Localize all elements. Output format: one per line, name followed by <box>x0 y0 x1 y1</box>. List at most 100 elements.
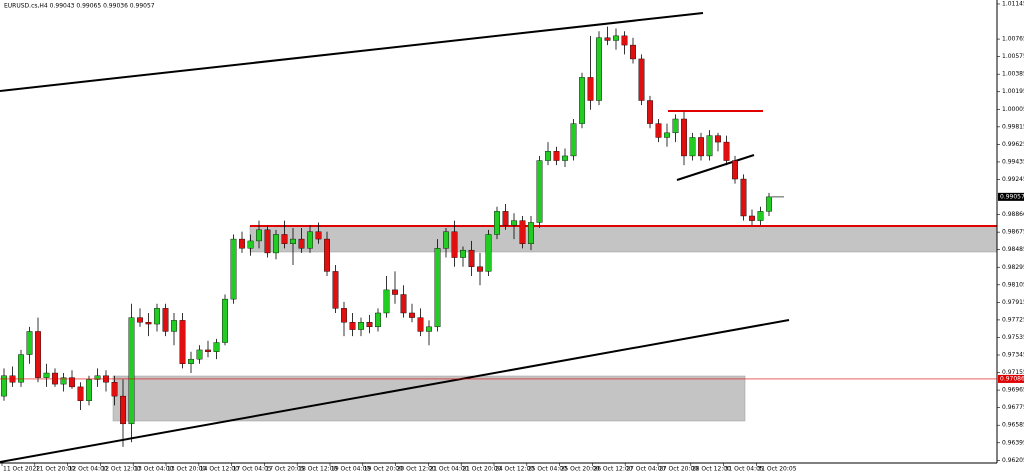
candle-body <box>723 141 730 161</box>
x-tick-label: 21 Oct 20:00 <box>462 466 501 473</box>
candle-body <box>239 238 245 249</box>
candle-body <box>715 135 721 143</box>
candle-body <box>383 289 390 314</box>
candle-body <box>689 137 696 157</box>
y-tick-label: 1.00575 <box>1002 53 1024 60</box>
candle-body <box>256 229 262 242</box>
y-tick-label: 0.96775 <box>1002 404 1024 411</box>
x-tick-label: 12 Oct 12:00 <box>101 466 140 473</box>
x-tick-label: 12 Oct 04:00 <box>69 466 108 473</box>
candle-body <box>307 231 313 249</box>
candle-body <box>358 322 364 330</box>
candle-body <box>111 382 118 397</box>
y-tick-label: 1.00195 <box>1002 88 1024 95</box>
candle-body <box>740 178 747 217</box>
x-tick-label: 11 Oct 2022 <box>3 466 40 473</box>
candle-body <box>332 271 339 309</box>
y-tick-label: 0.97915 <box>1002 299 1024 306</box>
y-tick-label: 0.99245 <box>1002 176 1024 183</box>
candle-body <box>647 100 653 124</box>
candle-body <box>655 123 662 138</box>
x-tick-label: 17 Oct 20:05 <box>265 466 304 473</box>
y-tick-label: 1.00385 <box>1002 71 1024 78</box>
x-tick-label: 19 Oct 20:00 <box>364 466 403 473</box>
candle-body <box>290 238 296 244</box>
candle-body <box>460 249 466 258</box>
candle-body <box>400 294 407 314</box>
candle-body <box>426 326 432 332</box>
y-tick-label: 0.96395 <box>1002 439 1024 446</box>
candle-body <box>205 349 211 352</box>
candle-body <box>281 234 288 244</box>
candle-body <box>545 151 551 161</box>
y-tick-label: 0.96205 <box>1002 457 1024 464</box>
x-tick-label: 17 Oct 04:05 <box>233 466 272 473</box>
candle-body <box>638 58 645 101</box>
y-tick-label: 0.99435 <box>1002 158 1024 165</box>
candle-body <box>247 240 254 249</box>
candle-body <box>732 160 738 180</box>
x-tick-label: 18 Oct 12:00 <box>298 466 337 473</box>
candle-body <box>69 377 75 388</box>
candle-body <box>468 249 475 267</box>
candle-body <box>757 211 764 221</box>
candle-body <box>749 215 755 221</box>
zone-rect <box>112 375 746 422</box>
x-tick-label: 20 Oct 12:00 <box>397 466 436 473</box>
candle-body <box>213 342 220 352</box>
candle-body <box>698 137 704 157</box>
candle-body <box>315 231 322 240</box>
candle-body <box>528 222 534 244</box>
candle-body <box>621 35 628 46</box>
y-tick-label: 0.97535 <box>1002 334 1024 341</box>
x-tick-label: 27 Oct 04:00 <box>626 466 665 473</box>
candle-body <box>409 312 415 318</box>
candle-body <box>494 211 500 235</box>
x-tick-label: 25 Oct 04:00 <box>528 466 567 473</box>
candle-body <box>553 151 560 161</box>
candle-body <box>1 375 7 397</box>
candle-body <box>366 322 373 328</box>
x-tick-label: 11 Oct 20:00 <box>36 466 75 473</box>
candle-body <box>417 317 424 332</box>
candle-body <box>392 289 398 295</box>
candle-body <box>52 372 58 385</box>
candle-body <box>485 234 492 272</box>
x-tick-label: 26 Oct 12:00 <box>593 466 632 473</box>
y-tick-label: 0.96965 <box>1002 387 1024 394</box>
candle-body <box>137 317 143 323</box>
candle-body <box>120 395 126 425</box>
candle-body <box>451 231 458 258</box>
candle-body <box>188 358 194 364</box>
x-tick-label: 19 Oct 04:00 <box>331 466 370 473</box>
y-tick-label: 1.00005 <box>1002 106 1024 113</box>
chart-title: EURUSD.cs,H4 0.99043 0.99065 0.99036 0.9… <box>4 3 155 10</box>
x-tick-label: 31 Oct 20:05 <box>757 466 796 473</box>
candle-body <box>519 220 526 244</box>
x-tick-label: 28 Oct 12:00 <box>692 466 731 473</box>
candle-body <box>511 220 517 226</box>
candle-body <box>43 372 50 378</box>
candle-body <box>86 379 92 401</box>
candle-body <box>587 77 594 101</box>
price-line-label: 0.97086 <box>1000 375 1024 382</box>
candle-body <box>672 118 679 134</box>
y-tick-label: 0.98675 <box>1002 229 1024 236</box>
y-tick-label: 0.97155 <box>1002 369 1024 376</box>
candle-body <box>613 35 619 41</box>
current-price-label: 0.99057 <box>1000 193 1024 200</box>
y-tick-label: 0.98866 <box>1002 211 1024 218</box>
candle-body <box>162 308 169 332</box>
candle-body <box>298 238 305 249</box>
candle-body <box>26 331 33 355</box>
candle-body <box>443 231 449 249</box>
candle-body <box>579 77 585 124</box>
y-tick-label: 0.96585 <box>1002 422 1024 429</box>
candle-body <box>477 266 483 272</box>
x-tick-label: 13 Oct 20:00 <box>167 466 206 473</box>
y-tick-label: 0.98485 <box>1002 246 1024 253</box>
x-tick-label: 31 Oct 04:05 <box>725 466 764 473</box>
x-tick-label: 27 Oct 20:00 <box>659 466 698 473</box>
candle-body <box>145 322 152 325</box>
